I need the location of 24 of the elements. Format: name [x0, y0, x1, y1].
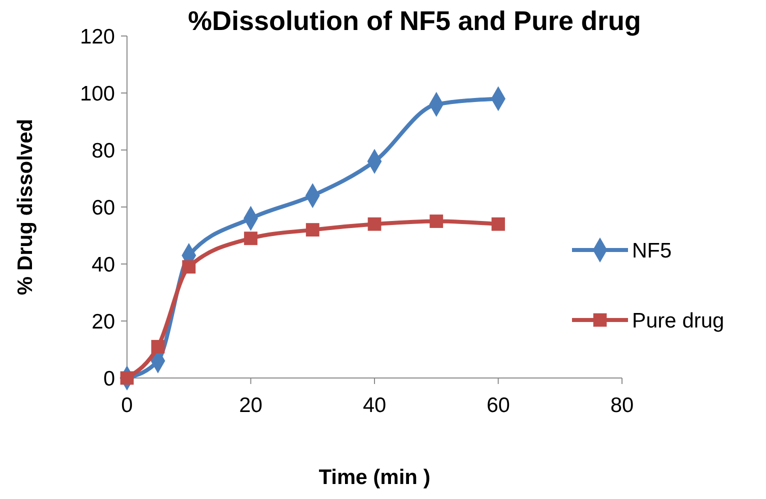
y-axis-title: % Drug dissolved: [14, 118, 37, 296]
y-tick-label: 20: [92, 310, 115, 334]
y-tick-label: 120: [80, 25, 115, 48]
point: [368, 217, 382, 231]
chart-title: %Dissolution of NF5 and Pure drug: [188, 6, 642, 36]
point: [430, 214, 444, 228]
legend-label: Pure drug: [632, 309, 724, 332]
point: [306, 223, 320, 237]
y-tick-label: 0: [103, 367, 115, 390]
point: [492, 217, 505, 231]
x-tick-label: 40: [362, 394, 386, 417]
y-tick-label: 60: [92, 196, 115, 220]
legend-label: NF5: [632, 239, 672, 262]
point: [151, 340, 165, 354]
x-axis-title: Time (min ): [318, 466, 430, 489]
y-tick-label: 40: [92, 253, 115, 276]
x-tick-label: 20: [239, 394, 262, 417]
point: [182, 260, 196, 274]
x-tick-label: 60: [486, 394, 510, 417]
y-tick-label: 100: [80, 82, 115, 106]
point: [244, 232, 258, 246]
x-tick-label: 0: [121, 394, 133, 417]
x-tick-label: 80: [610, 394, 634, 417]
y-tick-label: 80: [92, 139, 115, 162]
